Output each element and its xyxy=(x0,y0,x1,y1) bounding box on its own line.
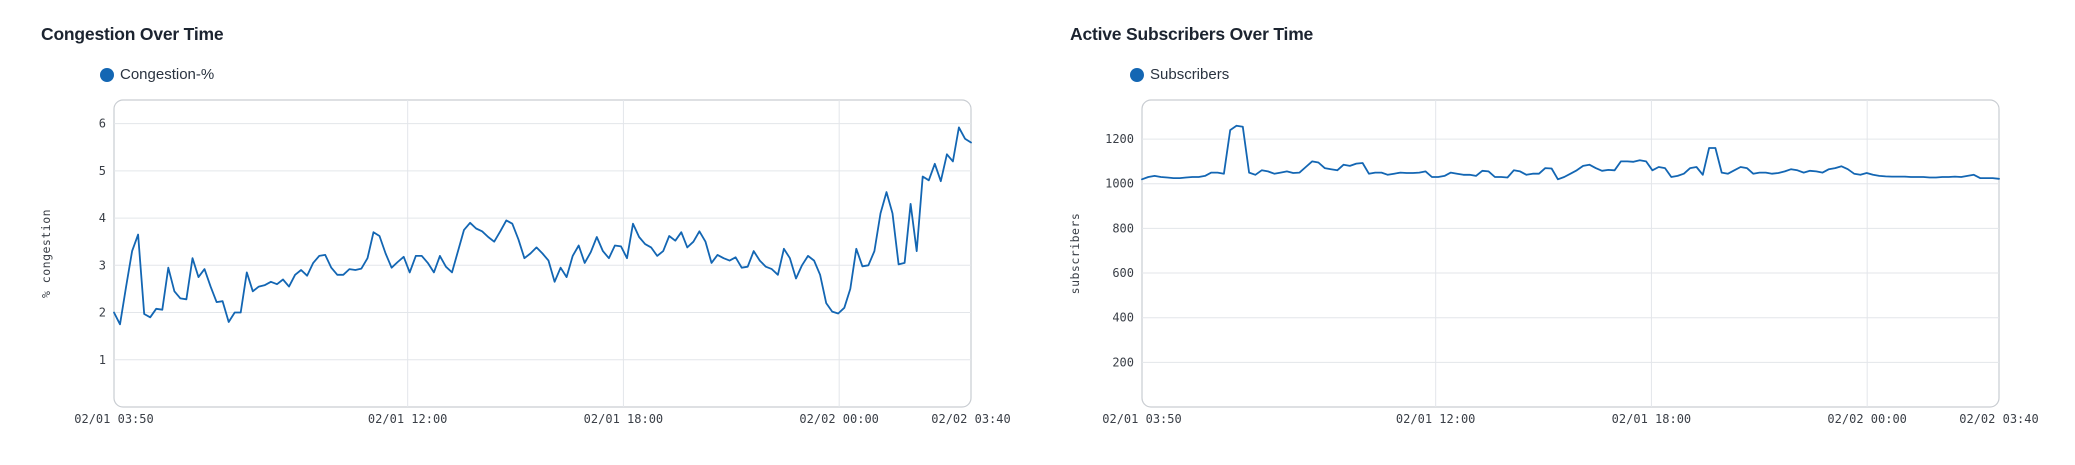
congestion-y-tick-label: 5 xyxy=(99,164,106,178)
subscribers-y-tick-label: 400 xyxy=(1112,311,1134,325)
congestion-x-tick-label: 02/01 18:00 xyxy=(584,412,663,426)
congestion-x-tick-label: 02/02 00:00 xyxy=(799,412,878,426)
congestion-y-tick-label: 2 xyxy=(99,306,106,320)
congestion-y-axis-label: % congestion xyxy=(39,209,53,298)
subscribers-y-tick-label: 1200 xyxy=(1105,132,1134,146)
subscribers-plot-frame xyxy=(1141,99,2000,408)
subscribers-legend[interactable]: Subscribers xyxy=(1130,66,1229,83)
subscribers-legend-label: Subscribers xyxy=(1150,66,1230,83)
subscribers-y-tick-label: 200 xyxy=(1112,355,1134,369)
subscribers-chart: 200 400 600 800 1000 1200 02/01 03:50 02/01 12:… xyxy=(1068,99,2039,426)
congestion-legend-label: Congestion-% xyxy=(120,66,215,83)
subscribers-y-axis-label: subscribers xyxy=(1068,213,1082,295)
congestion-y-tick-label: 3 xyxy=(99,258,106,272)
subscribers-chart-title: Active Subscribers Over Time xyxy=(1070,24,1314,44)
congestion-series-line[interactable] xyxy=(113,126,972,326)
subscribers-x-tick-label: 02/01 03:50 xyxy=(1102,412,1181,426)
congestion-chart: 1 2 3 4 5 6 02/01 03:50 02/01 12:00 02/01 18:00 0… xyxy=(39,99,1011,426)
subscribers-y-tick-label: 1000 xyxy=(1105,177,1134,191)
subscribers-y-tick-label: 600 xyxy=(1112,266,1134,280)
subscribers-x-tick-label: 02/02 03:40 xyxy=(1959,412,2038,426)
subscribers-panel: Active Subscribers Over Time Subscribers… xyxy=(1037,0,2075,465)
congestion-x-tick-label: 02/01 03:50 xyxy=(74,412,153,426)
congestion-legend-swatch xyxy=(100,67,114,82)
congestion-plot-frame xyxy=(113,99,972,408)
subscribers-x-tick-label: 02/02 00:00 xyxy=(1827,412,1906,426)
subscribers-legend-swatch xyxy=(1130,67,1144,82)
subscribers-x-tick-label: 02/01 18:00 xyxy=(1612,412,1691,426)
congestion-legend[interactable]: Congestion-% xyxy=(100,66,214,83)
congestion-x-tick-label: 02/01 12:00 xyxy=(368,412,447,426)
congestion-chart-title: Congestion Over Time xyxy=(41,24,224,44)
congestion-panel: Congestion Over Time Congestion-% 1 2 3 4 5 6… xyxy=(0,0,1037,465)
subscribers-y-tick-label: 800 xyxy=(1112,221,1134,235)
subscribers-series-line[interactable] xyxy=(1141,124,2000,181)
subscribers-x-tick-label: 02/01 12:00 xyxy=(1396,412,1475,426)
congestion-y-tick-label: 4 xyxy=(99,211,106,225)
congestion-x-tick-label: 02/02 03:40 xyxy=(931,412,1010,426)
congestion-y-tick-label: 6 xyxy=(99,117,106,131)
congestion-y-tick-label: 1 xyxy=(99,353,106,367)
